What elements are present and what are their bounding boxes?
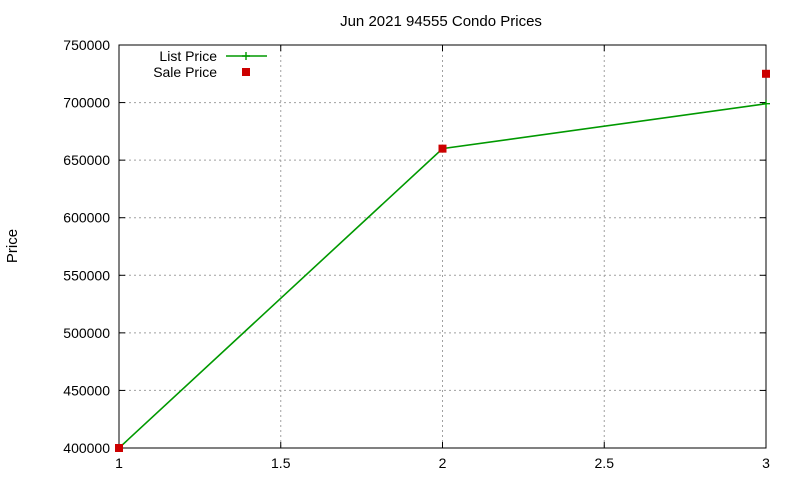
chart-title: Jun 2021 94555 Condo Prices <box>340 13 542 30</box>
y-tick-label: 400000 <box>63 440 110 456</box>
data-point <box>115 444 123 452</box>
series-1 <box>115 69 770 452</box>
legend-label: Sale Price <box>153 64 217 80</box>
axis-ticks: 1 1.5 2 2.5 3 400000 450000 500000 550000 600000 6… <box>63 37 770 471</box>
y-tick-label: 550000 <box>63 267 110 283</box>
data-point <box>762 69 770 78</box>
x-tick-label: 1.5 <box>271 455 291 471</box>
x-tick-label: 1 <box>115 455 123 471</box>
grid-lines <box>119 45 766 448</box>
x-tick-label: 3 <box>762 455 770 471</box>
x-tick-label: 2.5 <box>595 455 615 471</box>
y-axis-label: Price <box>4 229 21 263</box>
data-point <box>438 144 447 153</box>
legend-swatch-marker <box>242 52 250 60</box>
legend-label: List Price <box>159 48 217 64</box>
y-tick-label: 650000 <box>63 152 110 168</box>
y-tick-label: 500000 <box>63 325 110 341</box>
y-tick-label: 450000 <box>63 382 110 398</box>
y-tick-label: 750000 <box>63 37 110 53</box>
y-tick-label: 600000 <box>63 210 110 226</box>
data-point <box>762 99 770 108</box>
series-layer <box>115 69 770 452</box>
y-tick-label: 700000 <box>63 95 110 111</box>
legend-swatch-marker <box>242 68 250 76</box>
legend-item: Sale Price <box>153 64 250 80</box>
x-tick-label: 2 <box>439 455 447 471</box>
legend-item: List Price <box>159 48 267 64</box>
